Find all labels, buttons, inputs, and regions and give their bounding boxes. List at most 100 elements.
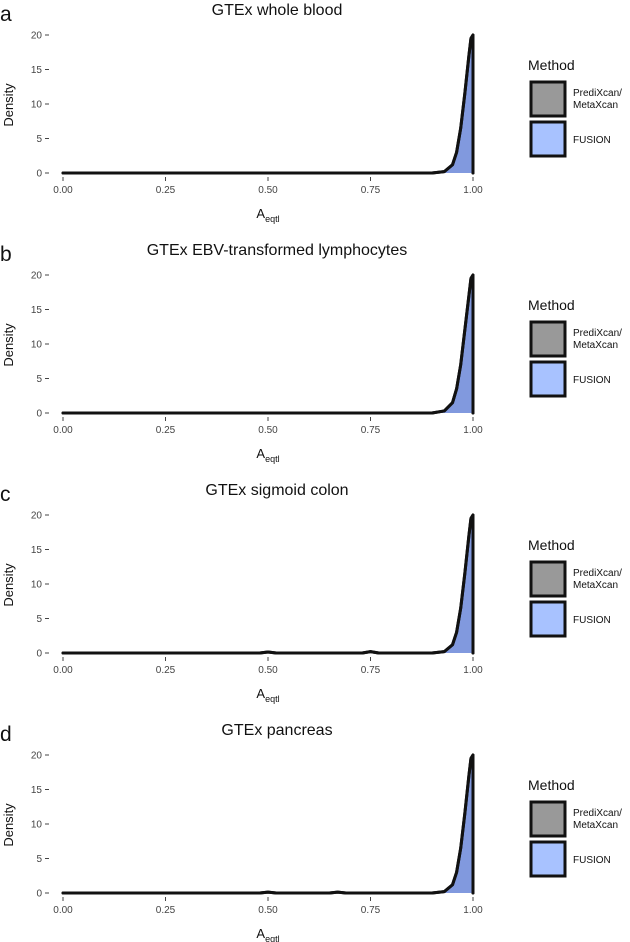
y-axis-title: Density [1, 563, 16, 607]
legend-title: Method [528, 777, 575, 793]
y-axis-title: Density [1, 323, 16, 367]
legend-key-predixcan [529, 80, 567, 118]
y-tick-label: 0 [36, 169, 42, 180]
x-tick-label: 0.25 [156, 905, 176, 916]
panel-title: GTEx EBV-transformed lymphocytes [147, 242, 408, 259]
density-line-predixcan [61, 273, 475, 415]
density-line-predixcan [61, 33, 475, 175]
legend-title: Method [528, 537, 575, 553]
y-tick-label: 20 [31, 511, 43, 522]
density-line-fusion [61, 753, 475, 895]
y-tick-label: 0 [36, 649, 42, 660]
x-tick-label: 1.00 [463, 185, 483, 196]
panel-d: d GTEx pancreas Density 0 5 10 15 20 0.00 0.25 0.5… [0, 722, 622, 942]
legend-title: Method [528, 57, 575, 73]
y-tick-label: 5 [36, 854, 42, 865]
legend-label: FUSION [573, 855, 611, 866]
legend-key-predixcan [529, 320, 567, 358]
panel-title: GTEx pancreas [221, 722, 332, 739]
panel-title: GTEx whole blood [212, 2, 343, 19]
y-tick-label: 0 [36, 889, 42, 900]
density-line-predixcan [61, 513, 475, 655]
x-tick-label: 0.75 [361, 665, 381, 676]
legend-label: PrediXcan/MetaXcan [573, 808, 622, 831]
x-tick-label: 1.00 [463, 665, 483, 676]
x-tick-label: 1.00 [463, 905, 483, 916]
x-axis-title: Aeqtl [256, 686, 279, 704]
x-tick-label: 0.50 [258, 425, 278, 436]
legend-key-fusion [529, 600, 567, 638]
panel-letter: a [0, 3, 12, 26]
density-line-predixcan [61, 753, 475, 895]
density-area-fusion [63, 515, 473, 653]
y-tick-label: 0 [36, 409, 42, 420]
legend-key-predixcan [529, 560, 567, 598]
x-tick-label: 0.75 [361, 185, 381, 196]
y-tick-label: 20 [31, 271, 43, 282]
density-line-fusion [61, 33, 475, 175]
x-tick-label: 0.75 [361, 425, 381, 436]
x-tick-label: 0.25 [156, 425, 176, 436]
density-line-fusion [61, 513, 475, 655]
legend-label: FUSION [573, 135, 611, 146]
x-axis-title: Aeqtl [256, 206, 279, 224]
y-tick-label: 20 [31, 31, 43, 42]
density-area-predixcan [63, 755, 473, 893]
legend: Method PrediXcan/MetaXcan FUSION [528, 537, 622, 638]
y-tick-label: 10 [31, 100, 43, 111]
x-tick-label: 1.00 [463, 425, 483, 436]
legend-title: Method [528, 297, 575, 313]
y-tick-label: 10 [31, 820, 43, 831]
x-axis-title: Aeqtl [256, 446, 279, 464]
panel-title: GTEx sigmoid colon [205, 482, 348, 499]
density-area-fusion [63, 275, 473, 413]
y-tick-label: 5 [36, 374, 42, 385]
legend-key-fusion [529, 360, 567, 398]
y-tick-label: 5 [36, 134, 42, 145]
density-area-fusion [63, 755, 473, 893]
legend: Method PrediXcan/MetaXcan FUSION [528, 777, 622, 878]
panel-letter: b [0, 243, 12, 266]
y-tick-label: 15 [31, 785, 43, 796]
panel-letter: d [0, 723, 12, 746]
y-tick-label: 15 [31, 65, 43, 76]
y-axis-title: Density [1, 83, 16, 127]
legend-label: FUSION [573, 375, 611, 386]
density-line-fusion [61, 273, 475, 415]
x-axis-title: Aeqtl [256, 926, 279, 942]
panel-b: b GTEx EBV-transformed lymphocytes Density… [0, 242, 622, 464]
legend-label: FUSION [573, 615, 611, 626]
x-tick-label: 0.50 [258, 185, 278, 196]
legend-key-predixcan [529, 800, 567, 838]
x-tick-label: 0.75 [361, 905, 381, 916]
y-tick-label: 5 [36, 614, 42, 625]
y-axis-title: Density [1, 803, 16, 847]
x-tick-label: 0.50 [258, 665, 278, 676]
x-tick-label: 0.00 [53, 665, 73, 676]
density-area-predixcan [63, 35, 473, 173]
density-area-predixcan [63, 515, 473, 653]
y-tick-label: 15 [31, 305, 43, 316]
legend-label: PrediXcan/MetaXcan [573, 88, 622, 111]
panel-c: c GTEx sigmoid colon Density 0 5 10 15 20 0.00 0.… [0, 482, 622, 704]
x-tick-label: 0.00 [53, 905, 73, 916]
legend-key-fusion [529, 120, 567, 158]
legend: Method PrediXcan/MetaXcan FUSION [528, 57, 622, 158]
panel-a: a GTEx whole blood Density 0 5 10 15 20 0.00 0.25… [0, 2, 622, 224]
y-tick-label: 15 [31, 545, 43, 556]
panel-letter: c [0, 483, 11, 506]
legend-label: PrediXcan/MetaXcan [573, 328, 622, 351]
x-tick-label: 0.00 [53, 425, 73, 436]
density-area-predixcan [63, 275, 473, 413]
x-tick-label: 0.25 [156, 185, 176, 196]
y-tick-label: 10 [31, 340, 43, 351]
x-tick-label: 0.50 [258, 905, 278, 916]
x-tick-label: 0.25 [156, 665, 176, 676]
legend-key-fusion [529, 840, 567, 878]
y-tick-label: 20 [31, 751, 43, 762]
x-tick-label: 0.00 [53, 185, 73, 196]
density-area-fusion [63, 35, 473, 173]
legend-label: PrediXcan/MetaXcan [573, 568, 622, 591]
y-tick-label: 10 [31, 580, 43, 591]
